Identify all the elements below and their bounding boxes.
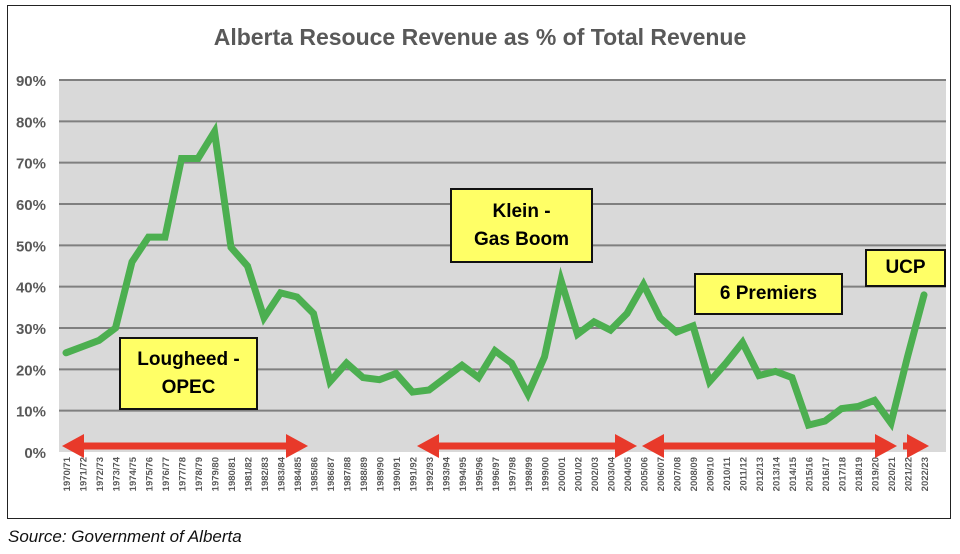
x-tick-label: 2016/17 (821, 457, 832, 491)
x-tick-label: 1995/96 (475, 457, 486, 491)
annotation-ucp: UCP (865, 249, 946, 287)
x-tick-label: 1984/85 (293, 456, 304, 491)
x-tick-label: 1998/99 (524, 457, 535, 491)
x-tick-label: 2002/03 (590, 457, 601, 491)
x-tick-label: 1973/74 (112, 456, 123, 491)
x-tick-label: 1997/98 (508, 457, 519, 491)
x-tick-label: 2019/20 (871, 457, 882, 491)
x-tick-label: 1980/81 (227, 456, 238, 491)
x-tick-label: 1986/87 (326, 457, 337, 491)
x-tick-label: 2018/19 (854, 457, 865, 491)
x-tick-label: 1985/86 (310, 457, 321, 491)
x-tick-label: 2022/23 (920, 457, 931, 491)
x-tick-label: 1981/82 (244, 457, 255, 491)
x-tick-label: 1977/78 (178, 457, 189, 491)
x-tick-label: 1974/75 (128, 456, 139, 491)
y-tick-label: 50% (16, 238, 46, 255)
source-note: Source: Government of Alberta (8, 527, 242, 546)
period-arrow-ucp (903, 434, 929, 458)
y-tick-label: 70% (16, 156, 46, 173)
y-tick-label: 30% (16, 321, 46, 338)
y-tick-label: 0% (24, 445, 46, 462)
x-tick-label: 1987/88 (343, 457, 354, 491)
period-arrow-lougheed (62, 434, 308, 458)
chart-title: Alberta Resouce Revenue as % of Total Re… (213, 24, 747, 50)
x-tick-label: 2001/02 (574, 457, 585, 491)
x-tick-label: 1990/91 (392, 456, 403, 491)
x-tick-label: 1994/95 (458, 456, 469, 491)
annotation-klein-line2: Gas Boom (473, 228, 570, 250)
x-tick-label: 1970/71 (62, 456, 73, 491)
x-tick-label: 2008/09 (689, 457, 700, 491)
x-tick-label: 2011/12 (739, 457, 750, 491)
y-tick-label: 60% (16, 197, 46, 214)
x-tick-label: 1992/93 (425, 457, 436, 491)
x-tick-label: 2004/05 (623, 456, 634, 491)
x-tick-label: 1983/84 (277, 456, 288, 491)
x-tick-label: 2021/22 (904, 457, 915, 491)
x-tick-label: 2005/06 (640, 457, 651, 491)
x-tick-label: 2015/16 (805, 457, 816, 491)
x-tick-label: 1993/94 (442, 456, 453, 491)
chart-frame (7, 5, 951, 519)
x-tick-label: 1999/00 (541, 457, 552, 491)
x-tick-label: 1989/90 (376, 457, 387, 491)
x-tick-label: 2009/10 (706, 457, 717, 491)
x-tick-label: 2000/01 (557, 456, 568, 491)
annotation-6-premiers-text: 6 Premiers (719, 283, 818, 305)
x-tick-label: 1971/72 (79, 457, 90, 491)
x-tick-label: 2013/14 (772, 456, 783, 491)
x-tick-label: 1976/77 (161, 457, 172, 491)
x-tick-label: 2014/15 (788, 456, 799, 491)
y-tick-label: 20% (16, 362, 46, 379)
annotation-lougheed: Lougheed - OPEC (119, 337, 258, 410)
annotation-ucp-text: UCP (885, 257, 926, 279)
x-tick-label: 1982/83 (260, 457, 271, 491)
annotation-6-premiers: 6 Premiers (694, 273, 843, 315)
x-tick-label: 2012/13 (755, 457, 766, 491)
x-tick-label: 2017/18 (838, 457, 849, 491)
annotation-klein: Klein - Gas Boom (450, 188, 593, 263)
period-arrow-klein (417, 434, 637, 458)
y-tick-label: 80% (16, 114, 46, 131)
x-tick-label: 1991/92 (409, 457, 420, 491)
x-tick-label: 1978/79 (194, 457, 205, 491)
x-tick-label: 1988/89 (359, 457, 370, 491)
x-tick-label: 2003/04 (607, 456, 618, 491)
period-arrow-6-premiers (642, 434, 897, 458)
x-tick-label: 2007/08 (673, 457, 684, 491)
x-tick-label: 2010/11 (722, 456, 733, 491)
annotation-lougheed-line2: OPEC (161, 376, 216, 398)
x-tick-label: 1996/97 (491, 457, 502, 491)
x-tick-label: 2020/21 (887, 456, 898, 491)
annotation-lougheed-line1: Lougheed - (137, 348, 240, 370)
x-tick-label: 1979/80 (211, 457, 222, 491)
annotation-klein-line1: Klein - (492, 200, 551, 222)
y-tick-label: 40% (16, 280, 46, 297)
y-tick-label: 90% (16, 73, 46, 90)
y-tick-label: 10% (16, 404, 46, 421)
x-tick-label: 1975/76 (145, 457, 156, 491)
x-tick-label: 1972/73 (95, 457, 106, 491)
x-tick-label: 2006/07 (656, 457, 667, 491)
